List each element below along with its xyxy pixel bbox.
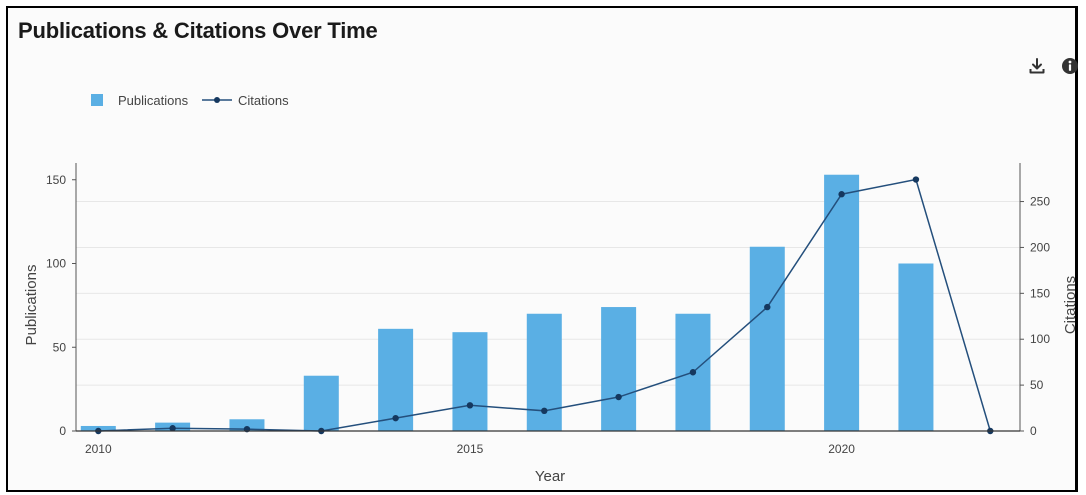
y2-tick-label: 100 — [1030, 332, 1050, 346]
point-citations-2019 — [764, 303, 771, 311]
bar-publications-2017 — [601, 307, 637, 431]
point-citations-2015 — [466, 402, 474, 409]
point-citations-2017 — [615, 393, 622, 401]
bar-publications-2020 — [824, 174, 860, 431]
y2-tick-label: 250 — [1030, 195, 1050, 209]
bar-publications-2013 — [303, 375, 339, 431]
publications-bars — [80, 174, 934, 431]
y2-tick-label: 150 — [1030, 286, 1050, 300]
tick-labels: 0 50 100 150 0 50 100 150 200 250 2010 2015 2020 — [46, 173, 1050, 456]
chart-panel: Publications & Citations Over Time 0 50 10… — [6, 6, 1078, 492]
y2-tick-label: 0 — [1030, 424, 1037, 438]
y2-tick-label: 50 — [1030, 378, 1044, 392]
legend-citations-label: Citations — [238, 93, 289, 108]
chart-area: 0 50 100 150 0 50 100 150 200 250 2010 2015 2020 Pub… — [23, 93, 1075, 485]
bar-publications-2021 — [898, 263, 934, 431]
y-axis-title: Publications — [23, 265, 40, 346]
citations-line — [95, 176, 994, 435]
point-citations-2016 — [541, 407, 548, 415]
bar-publications-2015 — [452, 332, 488, 431]
x-tick-label: 2015 — [457, 442, 484, 456]
bar-publications-2014 — [378, 328, 414, 431]
legend[interactable]: Publications Citations — [91, 93, 289, 108]
info-icon[interactable] — [1060, 56, 1080, 76]
x-axis-title: Year — [535, 468, 565, 485]
point-citations-2020 — [838, 191, 845, 198]
point-citations-2014 — [392, 414, 399, 422]
legend-publications-label: Publications — [118, 93, 189, 108]
bar-publications-2019 — [749, 246, 785, 431]
y-tick-label: 100 — [46, 257, 66, 271]
legend-publications-swatch — [91, 94, 103, 106]
download-icon[interactable] — [1027, 56, 1047, 76]
legend-citations-marker — [214, 97, 220, 103]
x-tick-label: 2020 — [828, 442, 855, 456]
bar-publications-2012 — [229, 419, 265, 431]
axes — [75, 163, 1021, 432]
x-tick-label: 2010 — [85, 442, 112, 456]
point-citations-2011 — [169, 425, 176, 432]
point-citations-2018 — [689, 369, 697, 376]
point-citations-2021 — [912, 176, 920, 183]
y2-tick-label: 200 — [1030, 240, 1050, 254]
y-tick-label: 50 — [53, 340, 67, 354]
page-title: Publications & Citations Over Time — [18, 18, 378, 43]
y-tick-label: 150 — [46, 173, 66, 187]
y2-axis-title: Citations — [1062, 276, 1075, 334]
y-tick-label: 0 — [59, 424, 66, 438]
